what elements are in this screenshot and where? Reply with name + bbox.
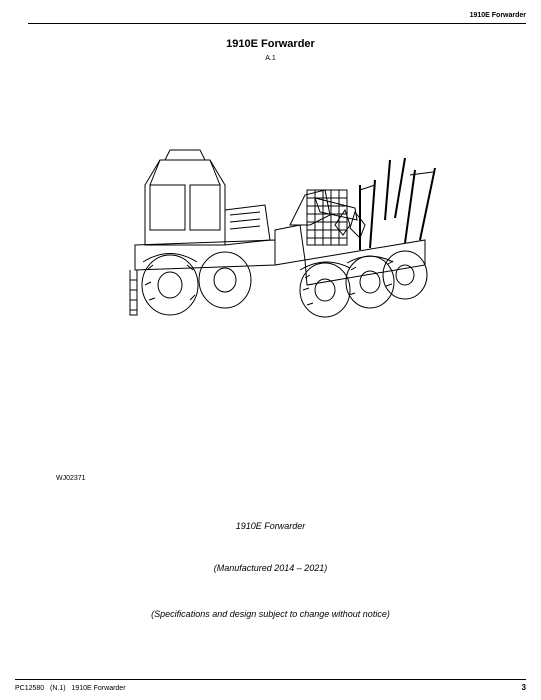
footer-revision: (N.1) <box>50 685 66 692</box>
footer-rule <box>15 679 526 680</box>
manufactured-range: (Manufactured 2014 – 2021) <box>0 563 541 573</box>
figure-caption: 1910E Forwarder <box>0 521 541 531</box>
footer-doc-info: PC12580 (N.1) 1910E Forwarder <box>15 685 126 692</box>
product-illustration <box>75 90 465 410</box>
footer-page-number: 3 <box>522 683 526 692</box>
section-number: A.1 <box>0 55 541 62</box>
header-product-label: 1910E Forwarder <box>470 12 526 19</box>
footer-doc-code: PC12580 <box>15 685 44 692</box>
figure-reference-code: WJ02371 <box>56 475 86 482</box>
spec-disclaimer: (Specifications and design subject to ch… <box>0 609 541 619</box>
footer-doc-title: 1910E Forwarder <box>71 685 125 692</box>
header-rule <box>28 23 526 24</box>
page-title: 1910E Forwarder <box>0 38 541 50</box>
